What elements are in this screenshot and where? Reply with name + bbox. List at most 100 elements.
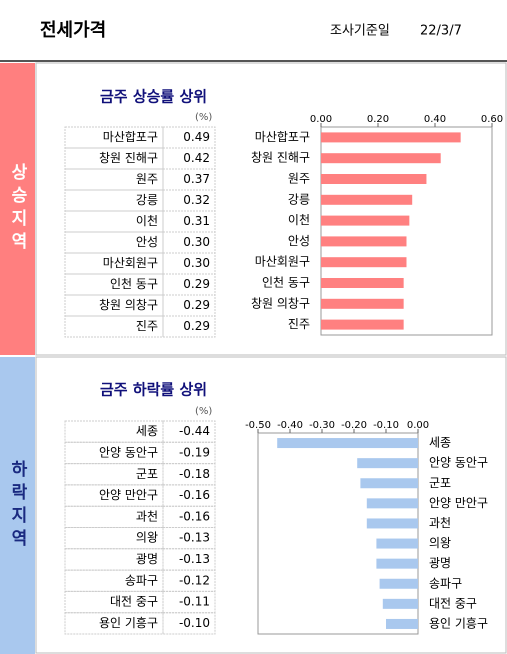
- rise-band: [0, 63, 35, 355]
- table-value: 0.29: [183, 277, 210, 291]
- side-label: 하락지역: [7, 459, 27, 552]
- table-category: 안성: [136, 235, 158, 249]
- table-value: 0.49: [183, 130, 210, 144]
- bar: [321, 153, 441, 164]
- x-tick-label: -0.20: [341, 420, 367, 431]
- table-value: 0.31: [183, 214, 210, 228]
- x-tick-label: 0.00: [310, 114, 332, 125]
- table-category: 과천: [136, 508, 158, 523]
- category-label: 마산회원구: [255, 255, 310, 269]
- table-category: 광명: [136, 552, 158, 566]
- fall-section: [35, 356, 507, 654]
- x-tick-label: 0.40: [424, 114, 446, 125]
- table-value: -0.18: [179, 467, 210, 481]
- bar: [376, 558, 418, 569]
- category-label: 광명: [429, 556, 451, 570]
- table-category: 진주: [136, 319, 158, 333]
- table-value: -0.12: [179, 573, 210, 587]
- table-value: -0.13: [179, 552, 210, 566]
- table-category: 대전 중구: [110, 595, 158, 609]
- x-tick-label: -0.30: [309, 420, 335, 431]
- category-label: 안성: [288, 234, 310, 248]
- table-value: -0.11: [179, 595, 210, 609]
- table-category: 창원 의창구: [99, 298, 158, 312]
- category-label: 강릉: [288, 192, 310, 206]
- bar: [357, 458, 418, 469]
- rise-section: [35, 62, 507, 356]
- unit-label: (%): [195, 406, 212, 417]
- bar: [321, 278, 404, 288]
- bar: [321, 298, 404, 309]
- category-label: 송파구: [429, 576, 462, 590]
- page-title: 전세가격: [40, 20, 106, 41]
- chart-title: 금주 하락률 상위: [100, 381, 207, 399]
- table-category: 의왕: [136, 531, 158, 545]
- table-value: 0.29: [183, 298, 210, 312]
- bar: [366, 518, 418, 529]
- date-label: 조사기준일: [330, 24, 390, 39]
- date: 22/3/7: [420, 24, 462, 39]
- table-value: -0.13: [179, 531, 210, 545]
- table-category: 인천 동구: [110, 276, 158, 291]
- category-label: 안양 동안구: [429, 456, 488, 470]
- table-category: 안양 만안구: [99, 488, 158, 502]
- category-label: 세종: [429, 436, 451, 450]
- category-label: 창원 의창구: [251, 296, 310, 310]
- table-category: 송파구: [125, 573, 158, 587]
- chart-title: 금주 상승률 상위: [100, 88, 207, 106]
- x-tick-label: 0.00: [407, 420, 429, 431]
- table-value: -0.16: [179, 488, 210, 502]
- table-value: 0.32: [183, 193, 210, 207]
- category-label: 과천: [429, 515, 451, 530]
- table-category: 창원 진해구: [99, 151, 158, 165]
- category-label: 진주: [288, 317, 310, 331]
- table-category: 원주: [136, 172, 158, 186]
- table-value: -0.16: [179, 509, 210, 523]
- unit-label: (%): [195, 112, 212, 123]
- category-label: 원주: [288, 172, 310, 186]
- table-value: -0.10: [179, 616, 210, 630]
- table-category: 이천: [136, 213, 158, 228]
- table-cell: [162, 612, 216, 635]
- side-label: 상승지역: [7, 163, 27, 255]
- table-value: 0.37: [183, 172, 210, 186]
- x-tick-label: 0.60: [481, 114, 503, 125]
- table-value: -0.44: [179, 424, 210, 438]
- table-value: -0.19: [179, 445, 210, 459]
- x-tick-label: 0.20: [367, 114, 389, 125]
- table-category: 마산합포구: [103, 130, 158, 144]
- category-label: 창원 진해구: [251, 151, 310, 165]
- table-category: 세종: [136, 424, 158, 438]
- bar: [366, 498, 418, 509]
- bar: [277, 438, 418, 449]
- bar: [321, 174, 427, 184]
- bar: [321, 215, 410, 226]
- category-label: 대전 중구: [429, 596, 477, 610]
- category-label: 안양 만안구: [429, 496, 488, 510]
- table-cell: [162, 315, 216, 338]
- plot-frame: [257, 432, 419, 635]
- table-value: 0.30: [183, 256, 210, 270]
- x-tick-label: -0.10: [373, 420, 399, 431]
- table-category: 용인 기흥구: [99, 616, 158, 630]
- category-label: 군포: [429, 476, 451, 490]
- table-category: 강릉: [136, 193, 158, 207]
- bar: [321, 194, 413, 205]
- table-value: 0.30: [183, 235, 210, 249]
- plot-frame: [320, 126, 493, 336]
- x-tick-label: -0.50: [245, 420, 271, 431]
- bar: [379, 578, 418, 589]
- bar: [360, 478, 418, 489]
- bar: [376, 538, 418, 549]
- table-category: 군포: [136, 467, 158, 481]
- bar: [386, 618, 418, 629]
- category-label: 마산합포구: [255, 130, 310, 144]
- table-category: 안양 동안구: [99, 445, 158, 459]
- x-tick-label: -0.40: [277, 420, 303, 431]
- category-label: 의왕: [429, 536, 451, 550]
- bar: [382, 598, 418, 609]
- table-value: 0.29: [183, 319, 210, 333]
- bar: [321, 132, 461, 143]
